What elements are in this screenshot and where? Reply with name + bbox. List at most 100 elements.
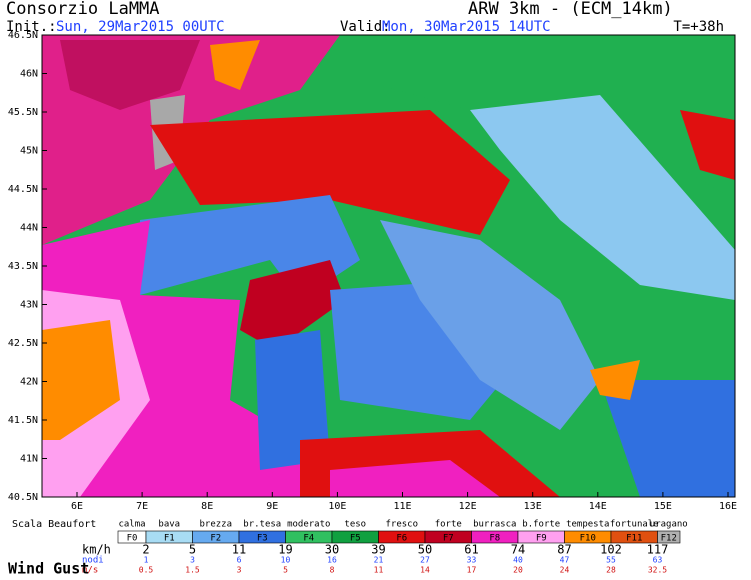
legend-knots: 3 <box>190 556 195 565</box>
legend-name: burrasca <box>473 520 516 530</box>
legend-knots-label: nodi <box>82 556 104 566</box>
legend-kmh: 2 <box>142 543 149 557</box>
legend-kmh: 39 <box>371 543 385 557</box>
legend-kmh: 11 <box>232 543 246 557</box>
lon-label: 7E <box>136 501 148 512</box>
legend-ms: 1.5 <box>185 566 200 575</box>
legend-ms: 32.5 <box>648 566 667 575</box>
legend-kmh: 74 <box>511 543 525 557</box>
legend-kmh: 61 <box>464 543 478 557</box>
lat-label: 43.5N <box>8 261 38 272</box>
legend-name: fortunale <box>610 520 659 530</box>
legend-ms: 20 <box>513 566 523 575</box>
lead-time: T=+38h <box>673 19 724 35</box>
legend-ms: 17 <box>467 566 477 575</box>
legend-kmh: 50 <box>418 543 432 557</box>
lon-label: 10E <box>328 501 346 512</box>
legend-ms: 28 <box>606 566 616 575</box>
legend-name: bava <box>158 520 180 530</box>
axes: 46.5N 46N 45.5N 45N 44.5N 44N 43.5N 43N 42.5N 42N… <box>8 30 737 512</box>
lon-label: 12E <box>459 501 477 512</box>
legend-ms: 14 <box>420 566 430 575</box>
legend-ms: 0.5 <box>139 566 154 575</box>
lat-label: 46N <box>20 69 38 80</box>
lon-label: 11E <box>393 501 411 512</box>
init-value: Sun, 29Mar2015 00UTC <box>56 19 225 35</box>
legend-knots: 47 <box>560 556 570 565</box>
valid-value: Mon, 30Mar2015 14UTC <box>382 19 551 35</box>
legend-knots: 21 <box>374 556 384 565</box>
legend-ms: 11 <box>374 566 384 575</box>
legend-ms: 24 <box>560 566 570 575</box>
legend-kmh: 102 <box>600 543 622 557</box>
legend-kmh-label: km/h <box>82 543 111 557</box>
legend-code: F5 <box>350 534 361 544</box>
legend-code: F12 <box>661 534 677 544</box>
legend-kmh: 117 <box>647 543 669 557</box>
legend-knots: 55 <box>606 556 616 565</box>
lon-label: 14E <box>589 501 607 512</box>
legend-scale-label: Scala Beaufort <box>12 519 96 530</box>
lon-label: 16E <box>719 501 737 512</box>
lat-label: 42N <box>20 377 38 388</box>
legend-code: F1 <box>164 534 175 544</box>
lat-label: 42.5N <box>8 338 38 349</box>
legend-knots: 1 <box>144 556 149 565</box>
legend-name: tempesta <box>566 520 609 530</box>
legend-name: calma <box>118 520 145 530</box>
legend-ms: 3 <box>237 566 242 575</box>
map-field <box>41 34 736 498</box>
legend-knots: 16 <box>327 556 337 565</box>
legend-ms: 5 <box>283 566 288 575</box>
legend-kmh: 19 <box>278 543 292 557</box>
legend-name: br.tesa <box>243 520 281 530</box>
lat-label: 41.5N <box>8 415 38 426</box>
legend-code: F4 <box>303 534 314 544</box>
legend-name: brezza <box>199 520 232 530</box>
legend-code: F10 <box>580 534 596 544</box>
legend-knots: 40 <box>513 556 523 565</box>
legend-code: F6 <box>396 534 407 544</box>
legend-code: F3 <box>257 534 268 544</box>
legend-name: b.forte <box>522 520 560 530</box>
lon-label: 9E <box>266 501 278 512</box>
init-label: Init.: <box>6 19 57 35</box>
legend-knots: 33 <box>467 556 477 565</box>
lat-label: 43N <box>20 300 38 311</box>
lon-label: 13E <box>524 501 542 512</box>
valid-label: Valid: <box>340 19 391 35</box>
legend-knots: 6 <box>237 556 242 565</box>
lat-label: 41N <box>20 454 38 465</box>
legend-knots: 27 <box>420 556 430 565</box>
legend-kmh: 30 <box>325 543 339 557</box>
legend-code: F11 <box>626 534 642 544</box>
lat-label: 44N <box>20 223 38 234</box>
lat-label: 40.5N <box>8 492 38 503</box>
legend-code: F8 <box>489 534 500 544</box>
title: Consorzio LaMMA <box>6 0 160 19</box>
lat-label: 45.5N <box>8 107 38 118</box>
legend-swatch <box>657 530 681 544</box>
legend-field-label: Wind Gust <box>8 560 89 578</box>
legend-ms-label: m/s <box>82 566 98 576</box>
legend-code: F7 <box>443 534 454 544</box>
lon-label: 8E <box>201 501 213 512</box>
legend-knots: 63 <box>653 556 663 565</box>
lon-label: 15E <box>654 501 672 512</box>
legend-name: uragano <box>650 520 688 530</box>
lon-label: 6E <box>71 501 83 512</box>
legend-kmh: 87 <box>557 543 571 557</box>
legend-code: F9 <box>536 534 547 544</box>
lat-label: 46.5N <box>8 30 38 41</box>
lat-label: 45N <box>20 146 38 157</box>
legend-kmh: 5 <box>189 543 196 557</box>
legend-name: forte <box>435 520 462 530</box>
legend-code: F2 <box>210 534 221 544</box>
legend-name: teso <box>344 520 366 530</box>
legend-knots: 10 <box>281 556 291 565</box>
lat-label: 44.5N <box>8 184 38 195</box>
model: ARW 3km - (ECM_14km) <box>468 0 673 19</box>
legend-name: fresco <box>385 520 418 530</box>
